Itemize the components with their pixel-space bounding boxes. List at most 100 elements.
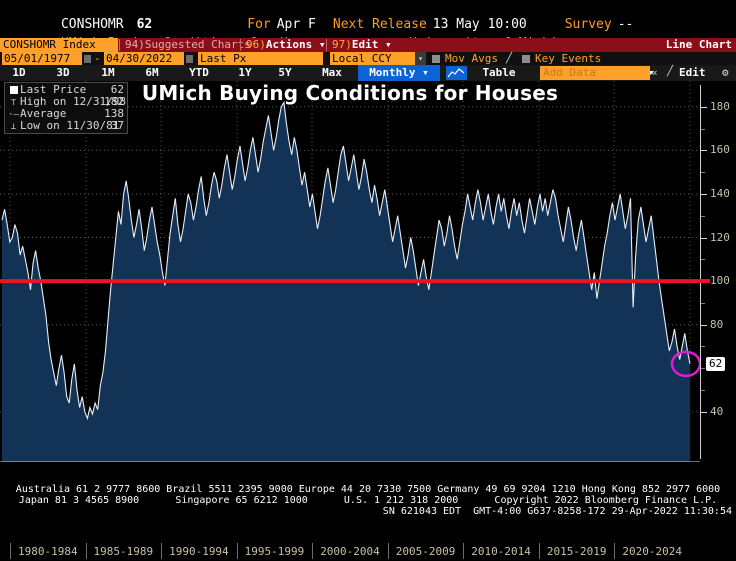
x-tick-label-2020-2024: 2020-2024 bbox=[622, 545, 683, 558]
next-release-label: Next Release bbox=[332, 17, 427, 32]
legend-value-1: 182 bbox=[104, 95, 124, 108]
date-end-input[interactable]: 04/30/2022 bbox=[104, 52, 184, 65]
y-tick-mark-180 bbox=[701, 106, 707, 108]
y-minor-tick bbox=[701, 390, 705, 392]
x-tick-label-1985-1989: 1985-1989 bbox=[93, 545, 154, 558]
y-axis-line bbox=[700, 85, 701, 459]
calendar-icon-start[interactable] bbox=[84, 55, 91, 63]
currency-select[interactable]: Local CCY bbox=[330, 52, 415, 65]
menu-bar: CONSHOMR Index 94)Suggested Charts 96)Ac… bbox=[0, 38, 736, 52]
menu-suggested-charts[interactable]: 94)Suggested Charts bbox=[125, 38, 251, 52]
y-tick-label-40: 40 bbox=[710, 404, 724, 418]
pencil-icon-2[interactable]: ╱ bbox=[667, 66, 674, 77]
y-tick-label-100: 100 bbox=[710, 274, 730, 288]
legend-label-3: Low on 11/30/81 bbox=[20, 119, 120, 132]
for-label: For bbox=[247, 17, 271, 32]
range-1y[interactable]: 1Y bbox=[238, 66, 252, 79]
chart-title: UMich Buying Conditions for Houses bbox=[141, 81, 559, 105]
x-tick-separator bbox=[388, 543, 389, 559]
y-minor-tick bbox=[701, 215, 705, 217]
high-marker-icon: ⊤ bbox=[10, 98, 17, 108]
x-tick-separator bbox=[463, 543, 464, 559]
legend-row-low: ⊥ Low on 11/30/81 37 bbox=[7, 119, 125, 133]
legend-row-last-price: Last Price 62 bbox=[7, 84, 125, 96]
y-minor-tick bbox=[701, 172, 705, 174]
range-3d[interactable]: 3D bbox=[56, 66, 70, 79]
mov-avgs-label[interactable]: Mov Avgs bbox=[445, 52, 498, 65]
y-minor-tick bbox=[701, 128, 705, 130]
legend-value-3: 37 bbox=[110, 119, 124, 132]
menu-edit-label: Edit bbox=[351, 38, 379, 51]
legend-label-1: High on 12/31/98 bbox=[20, 95, 126, 108]
line-chart-icon[interactable] bbox=[446, 66, 467, 80]
x-tick-label-2000-2004: 2000-2004 bbox=[320, 545, 380, 558]
survey-value: -- bbox=[617, 17, 634, 32]
ticker-input[interactable]: CONSHOMR Index bbox=[0, 38, 118, 52]
next-release-value: 13 May 10:00 bbox=[432, 17, 527, 32]
range-max[interactable]: Max bbox=[322, 66, 342, 79]
y-tick-mark-80 bbox=[701, 324, 707, 326]
x-tick-label-2010-2014: 2010-2014 bbox=[471, 545, 531, 558]
toolbar-settings-row: 05/01/1977 - 04/30/2022 Last Px Local CC… bbox=[0, 52, 736, 65]
y-tick-label-180: 180 bbox=[710, 99, 730, 113]
chart-type-label: Line Chart bbox=[665, 38, 732, 51]
x-tick-separator bbox=[312, 543, 313, 559]
range-5y[interactable]: 5Y bbox=[278, 66, 292, 79]
pencil-icon[interactable]: ╱ bbox=[506, 53, 513, 64]
y-minor-tick bbox=[701, 302, 705, 304]
range-6m[interactable]: 6M bbox=[145, 66, 159, 79]
price-type-select[interactable]: Last Px bbox=[198, 52, 323, 65]
for-value: Apr F bbox=[276, 17, 316, 32]
y-tick-mark-160 bbox=[701, 150, 707, 152]
y-minor-tick bbox=[701, 259, 705, 261]
calendar-icon-end[interactable] bbox=[186, 55, 193, 63]
range-ytd[interactable]: YTD bbox=[189, 66, 209, 79]
range-1m[interactable]: 1M bbox=[101, 66, 115, 79]
low-marker-icon: ⊥ bbox=[10, 122, 17, 132]
y-minor-tick bbox=[701, 368, 705, 370]
chart-area: UMich Buying Conditions for Houses Last … bbox=[0, 81, 736, 559]
footer-line-2: Japan 81 3 4565 8900 Singapore 65 6212 1… bbox=[18, 495, 718, 506]
menu-edit[interactable]: 97)Edit ▾ bbox=[332, 38, 392, 52]
currency-dropdown-arrow[interactable]: ▾ bbox=[415, 52, 426, 65]
date-range-dash: - bbox=[94, 52, 101, 65]
add-data-input[interactable]: Add Data bbox=[540, 66, 650, 80]
ticker-value: 62 bbox=[136, 17, 153, 32]
y-tick-label-160: 160 bbox=[710, 143, 730, 157]
legend-label-2: Average bbox=[20, 107, 67, 120]
menu-actions[interactable]: 96)Actions ▾ bbox=[246, 38, 325, 52]
x-tick-separator bbox=[539, 543, 540, 559]
chevron-down-icon-4: ▾ bbox=[647, 66, 655, 79]
footer: Australia 61 2 9777 8600 Brazil 5511 239… bbox=[0, 484, 736, 530]
x-tick-label-1995-1999: 1995-1999 bbox=[244, 545, 305, 558]
mov-avgs-checkbox[interactable] bbox=[432, 55, 440, 63]
y-minor-tick bbox=[701, 346, 705, 348]
gear-icon[interactable]: ⚙ bbox=[722, 66, 729, 79]
x-tick-label-1990-1994: 1990-1994 bbox=[169, 545, 229, 558]
x-tick-label-2015-2019: 2015-2019 bbox=[546, 545, 607, 558]
x-tick-label-1980-1984: 1980-1984 bbox=[17, 545, 78, 558]
menu-edit-num: 97) bbox=[332, 38, 352, 51]
collapse-icon[interactable]: « bbox=[651, 66, 658, 79]
key-events-checkbox[interactable] bbox=[522, 55, 530, 63]
legend-row-high: ⊤ High on 12/31/98 182 bbox=[7, 95, 126, 109]
menu-actions-label: Actions bbox=[265, 38, 313, 51]
footer-line-3: SN 621043 EDT GMT-4:00 G637-8258-172 29-… bbox=[382, 506, 732, 517]
table-button[interactable]: Table bbox=[482, 66, 516, 79]
threshold-tick bbox=[700, 279, 710, 284]
menu-suggested-charts-text: Suggested Charts bbox=[144, 38, 251, 51]
y-tick-label-120: 120 bbox=[710, 230, 730, 244]
legend-swatch-icon bbox=[7, 85, 20, 97]
range-1d[interactable]: 1D bbox=[12, 66, 26, 79]
date-start-input[interactable]: 05/01/1977 bbox=[2, 52, 82, 65]
x-tick-separator bbox=[86, 543, 87, 559]
header-row-2: UMich Buying Conditions for HousesUniver… bbox=[0, 21, 736, 51]
chevron-down-icon-2: ▾ bbox=[378, 38, 392, 51]
survey-label: Survey bbox=[564, 17, 612, 32]
header-row-1: CONSHOMR 62 For Apr F Next Release 13 May 10:… bbox=[0, 2, 736, 32]
chart-plot[interactable] bbox=[0, 81, 700, 462]
x-axis: 1980-1984 1985-1989 1990-1994 1995-1999 2000… bbox=[0, 543, 736, 561]
key-events-label[interactable]: Key Events bbox=[535, 52, 602, 65]
period-select[interactable]: Monthly ▾ bbox=[358, 65, 440, 81]
